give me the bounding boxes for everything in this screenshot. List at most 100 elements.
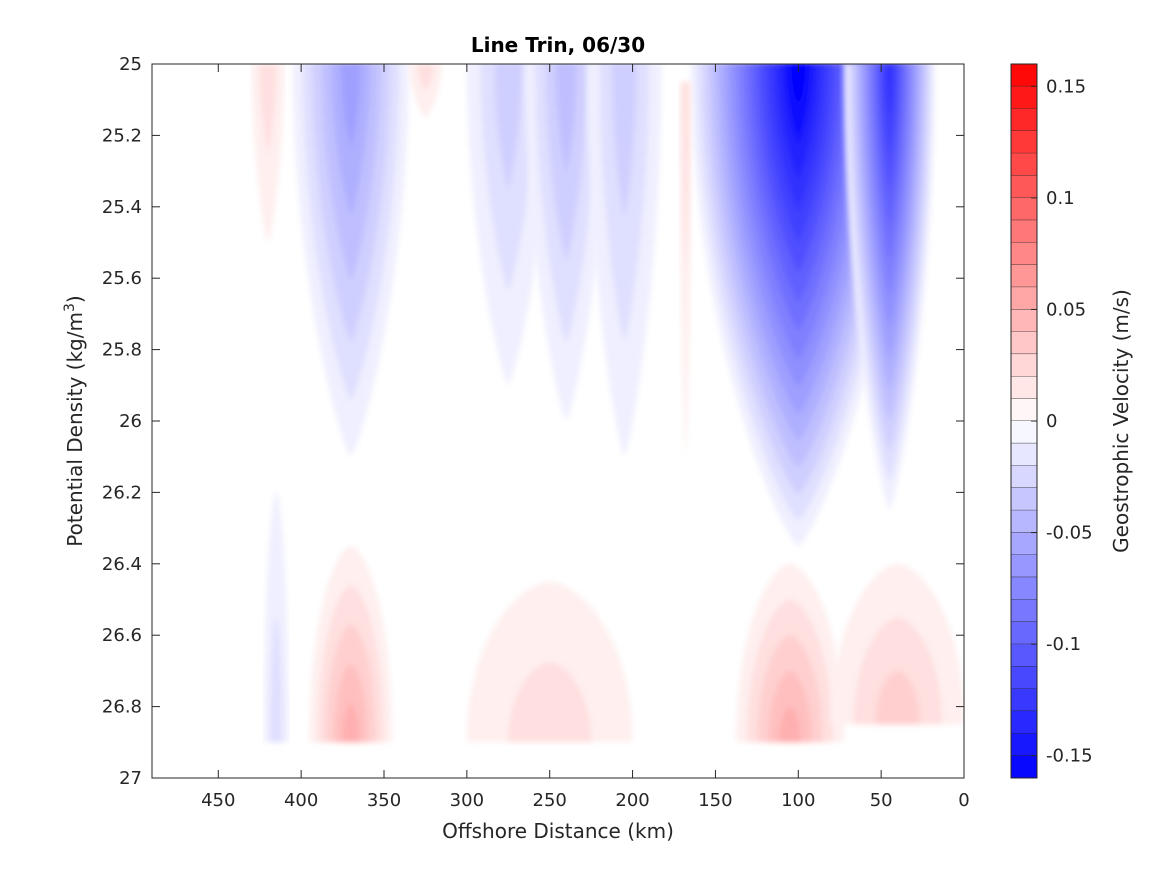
colorbar-tick-label: -0.1 xyxy=(1046,634,1081,655)
y-axis-label-main: Potential Density (kg/m xyxy=(63,312,87,547)
contour-feature-3-negative xyxy=(292,64,409,457)
y-tick-label: 25.4 xyxy=(102,197,142,218)
colorbar-swatch xyxy=(1011,621,1037,645)
x-tick-label: 250 xyxy=(533,790,567,811)
colorbar-swatch xyxy=(1011,287,1037,310)
y-tick-label: 26.6 xyxy=(102,625,142,646)
x-tick-label: 0 xyxy=(958,790,969,811)
y-tick-label: 25.6 xyxy=(102,268,142,289)
colorbar-swatch xyxy=(1011,577,1037,600)
colorbar-ticks: 0.15 0.1 0.05 0 -0.05 -0.1 -0.15 xyxy=(1031,76,1093,767)
y-tick-label: 25 xyxy=(119,54,142,75)
contour-feature-14-positive xyxy=(678,81,693,457)
colorbar-swatch xyxy=(1011,532,1037,555)
y-tick-label: 26 xyxy=(119,411,142,432)
y-axis-label-close: ) xyxy=(63,295,87,303)
colorbar-tick-label: -0.15 xyxy=(1046,746,1093,767)
colorbar-swatch xyxy=(1011,755,1037,778)
contour-feature-6-negative xyxy=(587,64,662,457)
contour-feature-12-positive xyxy=(251,64,285,243)
colorbar-swatch xyxy=(1011,421,1037,444)
colorbar-swatch xyxy=(1011,220,1037,243)
x-tick-label: 400 xyxy=(284,790,318,811)
colorbar-swatch xyxy=(1011,108,1037,131)
y-axis-label-superscript: 3 xyxy=(62,303,78,312)
colorbar-tick-label: 0.15 xyxy=(1046,76,1086,97)
chart-title: Line Trin, 06/30 xyxy=(471,33,645,57)
x-tick-label: 350 xyxy=(367,790,401,811)
colorbar-swatch xyxy=(1011,465,1037,488)
colorbar-tick-label: 0 xyxy=(1046,411,1057,432)
colorbar-swatch xyxy=(1011,331,1037,355)
y-tick-label: 25.2 xyxy=(102,125,142,146)
x-axis-label: Offshore Distance (km) xyxy=(442,819,674,843)
colorbar-swatch xyxy=(1011,264,1037,288)
colorbar-swatch xyxy=(1011,130,1037,154)
colorbar-swatch xyxy=(1011,733,1037,756)
y-tick-label: 26.8 xyxy=(102,697,142,718)
colorbar-swatch xyxy=(1011,554,1037,578)
colorbar-swatch xyxy=(1011,197,1037,221)
contour-level-1 xyxy=(408,64,442,118)
colorbar-tick-label: -0.05 xyxy=(1046,523,1093,544)
colorbar-swatch xyxy=(1011,354,1037,377)
contour-feature-1-negative xyxy=(690,64,906,546)
contour-level-2 xyxy=(259,64,277,154)
contour-level-13 xyxy=(885,64,893,115)
contour-feature-11-positive xyxy=(466,581,633,743)
contour-level-2 xyxy=(682,81,689,270)
contour-level-16 xyxy=(791,64,805,110)
y-tick-label: 25.8 xyxy=(102,340,142,361)
x-tick-label: 200 xyxy=(615,790,649,811)
colorbar-tick-label: 0.1 xyxy=(1046,188,1075,209)
colorbar-swatch xyxy=(1011,688,1037,712)
colorbar-swatch xyxy=(1011,711,1037,734)
x-tick-label: 50 xyxy=(870,790,893,811)
contour-level-3 xyxy=(611,64,637,219)
x-tick-label: 150 xyxy=(698,790,732,811)
contour-level-3 xyxy=(494,64,523,191)
colorbar xyxy=(1011,64,1037,779)
colorbar-swatch xyxy=(1011,599,1037,622)
contour-level-5 xyxy=(779,706,801,743)
colorbar-label: Geostrophic Velocity (m/s) xyxy=(1109,289,1133,553)
contour-feature-7-negative xyxy=(263,492,289,743)
x-tick-label: 100 xyxy=(781,790,815,811)
colorbar-swatch xyxy=(1011,443,1037,466)
x-tick-label: 300 xyxy=(450,790,484,811)
contour-level-3 xyxy=(875,670,920,725)
contour-level-6 xyxy=(341,64,361,150)
y-tick-label: 27 xyxy=(119,768,142,789)
colorbar-swatch xyxy=(1011,398,1037,421)
contour-feature-2-negative xyxy=(843,64,935,511)
contour-level-4 xyxy=(555,64,577,174)
colorbar-swatch xyxy=(1011,175,1037,198)
colorbar-swatch xyxy=(1011,666,1037,689)
y-tick-label: 26.2 xyxy=(102,482,142,503)
colorbar-swatch xyxy=(1011,376,1037,399)
colorbar-swatch xyxy=(1011,487,1037,511)
y-tick-label: 26.4 xyxy=(102,554,142,575)
y-axis: 25 25.2 25.4 25.6 25.8 26 26.2 26.4 26.6 26.8 27 xyxy=(102,54,964,789)
contour-feature-5-negative xyxy=(524,64,608,421)
colorbar-swatch xyxy=(1011,510,1037,533)
x-axis: 450 400 350 300 250 200 150 100 50 0 xyxy=(201,64,970,811)
y-axis-label: Potential Density (kg/m3) xyxy=(62,295,87,546)
contour-feature-9-positive xyxy=(736,563,844,743)
contour-level-5 xyxy=(342,703,360,743)
colorbar-swatch xyxy=(1011,153,1037,176)
colorbar-swatch xyxy=(1011,86,1037,109)
contour-field xyxy=(251,64,964,743)
x-tick-label: 450 xyxy=(201,790,235,811)
colorbar-swatch xyxy=(1011,644,1037,667)
contour-level-2 xyxy=(417,64,434,91)
contour-feature-13-positive xyxy=(408,64,442,118)
contour-feature-8-positive xyxy=(309,545,393,743)
colorbar-tick-label: 0.05 xyxy=(1046,299,1086,320)
colorbar-swatch xyxy=(1011,309,1037,332)
colorbar-swatch xyxy=(1011,64,1037,87)
colorbar-swatch xyxy=(1011,242,1037,265)
contour-level-2 xyxy=(270,617,283,743)
contour-level-2 xyxy=(508,661,592,743)
